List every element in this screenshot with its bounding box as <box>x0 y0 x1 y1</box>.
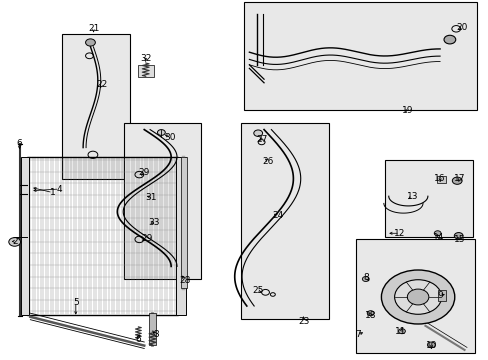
Text: 3: 3 <box>153 330 159 339</box>
Circle shape <box>451 177 461 184</box>
Circle shape <box>253 130 262 136</box>
Bar <box>61 34 129 179</box>
Text: 11: 11 <box>394 327 406 336</box>
Text: 33: 33 <box>148 218 160 227</box>
Text: 24: 24 <box>271 211 283 220</box>
Bar <box>240 123 328 319</box>
Bar <box>436 176 445 183</box>
Text: 5: 5 <box>73 298 79 307</box>
Text: 28: 28 <box>179 276 190 284</box>
Circle shape <box>427 342 434 348</box>
Text: 14: 14 <box>432 233 444 242</box>
Text: 6: 6 <box>17 139 22 148</box>
Circle shape <box>453 233 462 239</box>
Bar <box>385 160 472 237</box>
Bar <box>138 65 154 77</box>
Text: 25: 25 <box>252 287 264 295</box>
Text: 8: 8 <box>363 273 369 282</box>
Bar <box>149 313 155 345</box>
Circle shape <box>443 35 455 44</box>
Bar <box>181 157 186 288</box>
Text: 21: 21 <box>88 24 100 33</box>
Text: 10: 10 <box>425 341 436 350</box>
Circle shape <box>9 238 20 246</box>
Text: 1: 1 <box>50 188 56 197</box>
Text: 30: 30 <box>164 133 176 142</box>
Text: 13: 13 <box>406 192 417 201</box>
Circle shape <box>362 276 368 282</box>
Circle shape <box>85 39 95 46</box>
Text: 22: 22 <box>96 80 107 89</box>
Text: 12: 12 <box>393 229 405 238</box>
Bar <box>123 123 201 279</box>
Text: 15: 15 <box>453 235 465 244</box>
Text: 17: 17 <box>453 174 465 183</box>
Circle shape <box>398 329 405 334</box>
Circle shape <box>407 289 428 305</box>
Text: 23: 23 <box>298 317 309 325</box>
Bar <box>21 157 29 315</box>
Circle shape <box>394 280 441 314</box>
Bar <box>355 239 474 353</box>
Text: 27: 27 <box>255 135 267 144</box>
Text: 2: 2 <box>13 237 19 246</box>
Text: 26: 26 <box>262 157 273 166</box>
Bar <box>27 157 178 315</box>
Text: 6: 6 <box>135 335 141 343</box>
Text: 19: 19 <box>401 107 412 115</box>
Bar <box>437 290 445 301</box>
Text: 31: 31 <box>144 193 156 202</box>
Text: 16: 16 <box>433 174 445 183</box>
Circle shape <box>366 311 373 316</box>
Text: 18: 18 <box>364 310 376 320</box>
Text: 7: 7 <box>354 330 360 339</box>
Text: 29: 29 <box>138 168 150 177</box>
Text: 4: 4 <box>57 184 62 194</box>
Circle shape <box>157 130 165 135</box>
Circle shape <box>433 231 440 236</box>
Text: 20: 20 <box>455 22 467 31</box>
Text: 29: 29 <box>141 234 152 243</box>
Bar <box>244 2 476 110</box>
Text: 9: 9 <box>436 291 442 300</box>
Circle shape <box>381 270 454 324</box>
Text: 32: 32 <box>140 54 151 63</box>
Bar <box>176 157 185 315</box>
